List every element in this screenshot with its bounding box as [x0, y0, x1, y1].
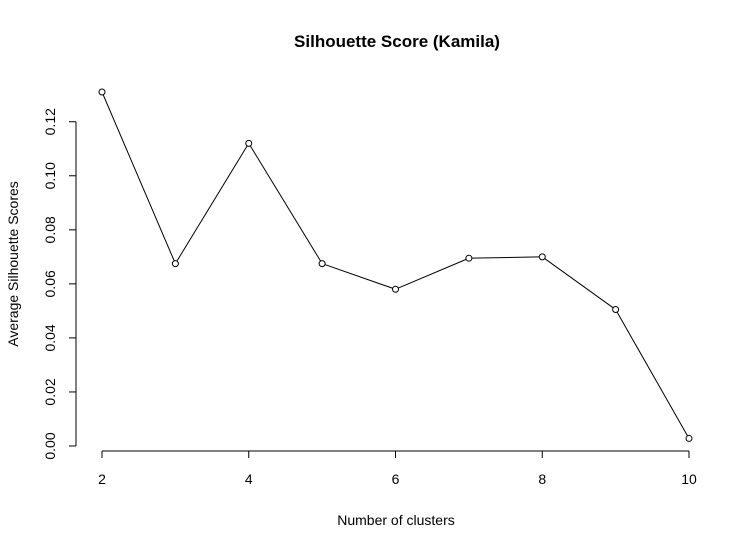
- series-line-segment: [176, 145, 248, 262]
- x-tick-label: 4: [245, 471, 253, 487]
- data-point: [465, 254, 473, 262]
- x-tick-label: 8: [538, 471, 546, 487]
- data-point: [318, 260, 326, 268]
- data-point: [392, 285, 399, 293]
- y-tick-label: 0.10: [42, 162, 58, 189]
- series-line-segment: [616, 311, 688, 437]
- series-line-segment: [324, 264, 393, 289]
- y-tick-label: 0.06: [42, 270, 58, 297]
- series-line-segment: [249, 145, 321, 262]
- y-tick-label: 0.04: [42, 324, 58, 351]
- data-point: [612, 306, 620, 314]
- x-tick-label: 2: [98, 471, 106, 487]
- y-tick-label: 0.08: [42, 216, 58, 243]
- y-axis-label: Average Silhouette Scores: [5, 181, 21, 347]
- series-line-segment: [398, 258, 467, 289]
- data-point: [171, 260, 179, 268]
- y-tick-label: 0.02: [42, 378, 58, 405]
- x-axis-label: Number of clusters: [337, 512, 454, 528]
- chart-title: Silhouette Score (Kamila): [294, 32, 500, 51]
- x-tick-label: 6: [392, 471, 400, 487]
- data-point: [245, 139, 253, 147]
- y-tick-label: 0.12: [42, 108, 58, 135]
- data-point: [98, 88, 106, 96]
- x-tick-label: 10: [681, 471, 697, 487]
- x-axis: 2 4 6 8 10: [98, 450, 697, 487]
- series-line-segment: [102, 94, 175, 262]
- data-point: [685, 434, 693, 442]
- y-axis: 0.00 0.02 0.04 0.06 0.08 0.10 0.12: [42, 108, 77, 460]
- series-line-segment: [471, 256, 540, 259]
- y-tick-label: 0.00: [42, 432, 58, 459]
- series-group: [98, 88, 693, 442]
- data-point: [538, 253, 546, 261]
- series-line-segment: [544, 258, 614, 309]
